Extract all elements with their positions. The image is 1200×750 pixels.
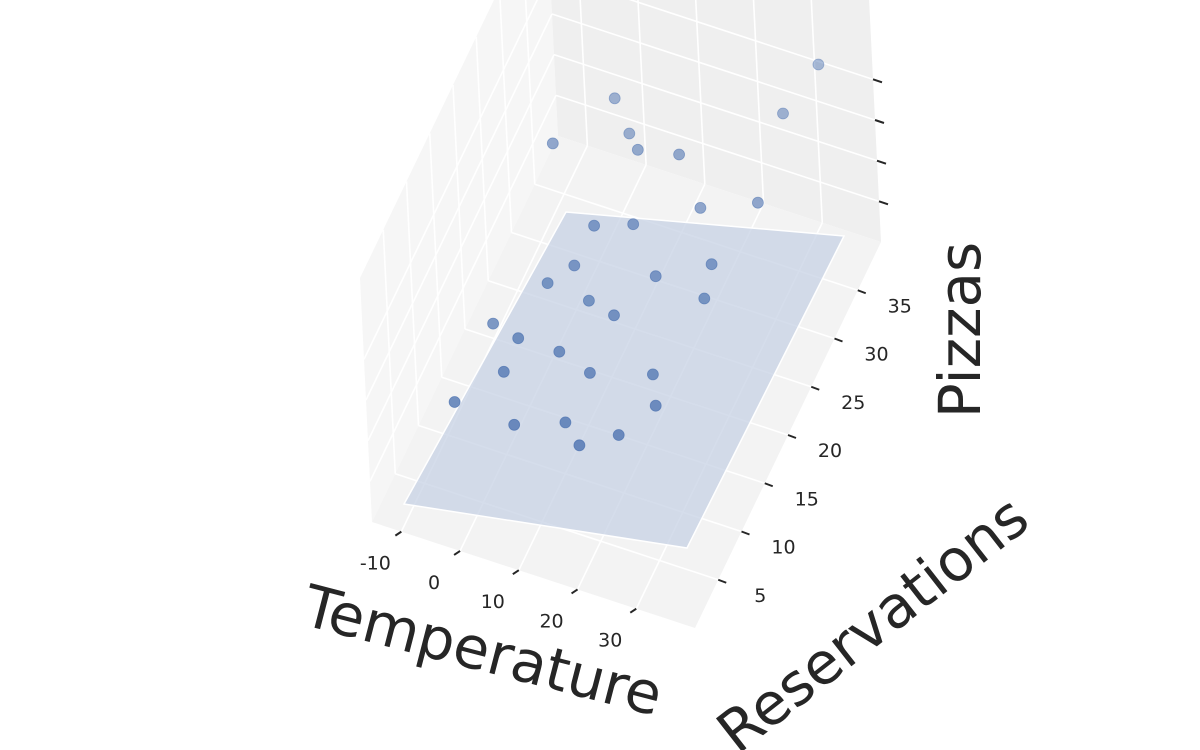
- y-tick-label: 25: [841, 392, 865, 414]
- data-point: [647, 368, 659, 381]
- data-point: [487, 317, 500, 330]
- y-tick-label: 10: [771, 537, 795, 559]
- y-tick-mark: [834, 337, 843, 343]
- left-grid-z: [367, 54, 555, 442]
- data-point: [608, 92, 621, 105]
- x-tick-mark: [453, 550, 461, 556]
- data-point: [588, 219, 600, 232]
- z-tick-mark: [878, 200, 889, 206]
- left-grid-z: [363, 0, 539, 360]
- back-grid-z: [555, 94, 880, 203]
- plane-surface: [402, 211, 846, 549]
- back-pane: [551, 0, 881, 242]
- z-axis-label: Pizzas: [926, 242, 994, 418]
- data-points: [448, 58, 825, 452]
- back-grid-z: [551, 13, 876, 121]
- y-tick-mark: [787, 434, 797, 439]
- data-point: [627, 218, 640, 231]
- data-point: [649, 399, 662, 412]
- data-point: [553, 345, 566, 358]
- data-point: [705, 258, 718, 271]
- x-tick-label: 30: [598, 630, 622, 652]
- back-grid-z: [628, 0, 874, 81]
- x-tick-label: 20: [539, 610, 563, 632]
- left-pane: [360, 0, 558, 522]
- data-point: [673, 148, 685, 161]
- data-point: [583, 294, 595, 307]
- x-tick-label: -10: [360, 553, 391, 575]
- data-point: [512, 332, 525, 345]
- y-tick-mark: [717, 578, 727, 584]
- back-grid-z: [553, 53, 878, 162]
- left-grid-z: [365, 13, 553, 401]
- data-point: [541, 277, 554, 290]
- y-tick-mark: [810, 385, 820, 391]
- axis-ticks: -10 0 10 20 30 5 10 15 20 25 30 35: [360, 78, 912, 652]
- data-point: [448, 396, 461, 408]
- y-tick-mark: [857, 289, 867, 295]
- x-tick-mark: [570, 588, 579, 595]
- y-tick-label: 20: [818, 440, 842, 462]
- data-point: [752, 196, 764, 209]
- z-tick-mark: [876, 159, 887, 165]
- data-point: [631, 143, 644, 156]
- data-point: [649, 270, 662, 283]
- data-point: [497, 365, 510, 378]
- data-point: [777, 107, 789, 120]
- x-tick-label: 10: [481, 591, 505, 613]
- data-point: [568, 259, 581, 272]
- y-tick-label: 15: [795, 488, 819, 510]
- data-point: [694, 201, 707, 214]
- data-point: [812, 58, 825, 71]
- x-tick-mark: [512, 569, 520, 576]
- y-tick-label: 35: [888, 295, 912, 317]
- data-point: [584, 366, 596, 379]
- data-point: [612, 429, 625, 441]
- y-tick-mark: [764, 482, 774, 488]
- y-axis-label: Reservations: [704, 482, 1041, 750]
- y-tick-label: 30: [864, 344, 888, 366]
- x-tick-mark: [629, 607, 637, 614]
- data-point: [508, 418, 521, 431]
- data-point: [573, 439, 586, 452]
- x-tick-label: 0: [428, 572, 440, 594]
- data-point: [546, 137, 559, 150]
- regression-plane: [402, 211, 846, 549]
- data-point: [608, 309, 620, 322]
- data-point: [698, 292, 711, 305]
- y-tick-mark: [741, 530, 750, 536]
- z-tick-mark: [874, 119, 885, 124]
- z-tick-mark: [872, 78, 883, 84]
- left-grid-z: [369, 94, 557, 482]
- data-point: [559, 416, 572, 429]
- data-point: [623, 127, 636, 140]
- x-tick-mark: [394, 530, 402, 537]
- y-tick-label: 5: [754, 585, 766, 607]
